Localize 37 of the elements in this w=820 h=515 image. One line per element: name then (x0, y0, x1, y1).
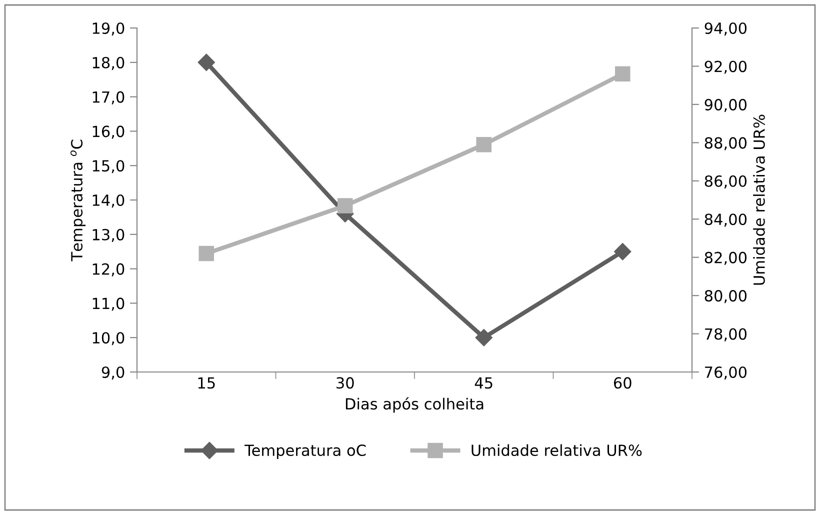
legend-label: Umidade relativa UR% (472, 444, 642, 456)
y-axis-title: Temperatura $^{o}$C (70, 140, 86, 262)
point (614, 243, 632, 260)
y2-tick-label: 76,00 (705, 366, 747, 380)
y-tick-label: 14,0 (92, 194, 124, 208)
point (198, 246, 214, 262)
y2-tick-label: 86,00 (704, 175, 747, 188)
x-tick-label: 15 (198, 377, 215, 389)
point (337, 198, 353, 214)
y-tick-label: 15,0 (92, 160, 124, 174)
y2-tick-label: 84,00 (704, 214, 747, 227)
y2-tick-label: 94,00 (704, 22, 747, 36)
y2-tick-label: 82,00 (704, 252, 747, 265)
y-tick-label: 9,0 (102, 366, 124, 380)
y-tick-label: 18,0 (92, 56, 124, 70)
x-tick-label: 60 (614, 377, 632, 389)
y2-tick-label: 90,00 (704, 98, 747, 112)
y2-tick-label: 80,00 (704, 290, 747, 304)
point (476, 136, 492, 152)
y2-axis-title: Umidade relativa UR% (753, 114, 765, 285)
x-tick-label: 30 (336, 377, 354, 389)
y-tick-label: 19,0 (92, 22, 124, 36)
y-tick-label: 12,0 (92, 263, 124, 276)
legend-label: Temperatura oC (244, 444, 366, 460)
y-tick-label: 10,0 (92, 332, 124, 346)
point (614, 66, 630, 82)
x-axis-title: Dias após colheita (346, 397, 484, 413)
y-tick-label: 11,0 (92, 298, 124, 311)
y-tick-label: 13,0 (92, 228, 124, 242)
y2-tick-label: 78,00 (705, 328, 747, 342)
point (198, 54, 215, 71)
point (475, 329, 492, 346)
y-tick-label: 16,0 (92, 126, 124, 139)
y2-tick-label: 92,00 (704, 60, 747, 74)
y-tick-label: 17,0 (92, 91, 124, 104)
y2-tick-label: 88,00 (704, 137, 747, 150)
x-tick-label: 45 (474, 377, 492, 389)
